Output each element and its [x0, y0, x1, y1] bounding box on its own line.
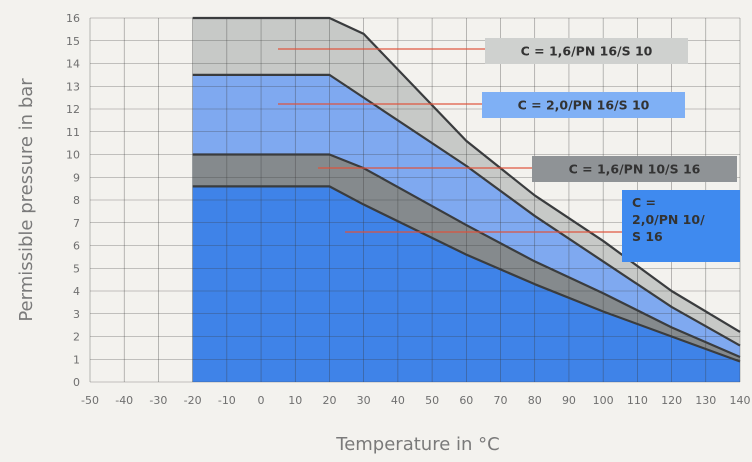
- x-tick-label-6: 0: [258, 394, 265, 407]
- x-tick-label-3: -30: [149, 394, 167, 407]
- x-tick-label-17: 110: [627, 394, 648, 407]
- series-line-2: [192, 73, 741, 347]
- x-tick-label-16: 100: [593, 394, 614, 407]
- x-tick-label-15: 90: [562, 394, 576, 407]
- series-line-3: [192, 153, 741, 358]
- y-tick-label-10: 9: [73, 171, 80, 184]
- legend-label-box-2: [482, 92, 685, 118]
- x-tick-label-12: 60: [459, 394, 473, 407]
- legend-label-box-1: [485, 38, 688, 64]
- y-tick-label-15: 14: [66, 58, 80, 71]
- y-tick-label-11: 10: [66, 149, 80, 162]
- tick-layer: -50 -40 -30 -20 -10 0 10 20 30 40 50 60 70 80 90 100 110…: [66, 12, 751, 407]
- legend-label-text-4-2: 2,0/PN 10/: [632, 212, 705, 227]
- label-layer: C = 1,6/PN 16/S 10 C = 2,0/PN 16/S 10 C = …: [278, 38, 740, 262]
- y-tick-label-6: 5: [73, 262, 80, 275]
- y-tick-label-1: 0: [73, 376, 80, 389]
- x-tick-label-11: 50: [425, 394, 439, 407]
- x-tick-label-7: 10: [288, 394, 302, 407]
- y-tick-label-7: 6: [73, 240, 80, 253]
- legend-label-box-3: [532, 156, 737, 182]
- x-tick-label-2: -40: [115, 394, 133, 407]
- x-tick-label-5: -10: [218, 394, 236, 407]
- y-tick-label-8: 7: [73, 217, 80, 230]
- y-tick-label-3: 2: [73, 331, 80, 344]
- x-tick-label-14: 80: [528, 394, 542, 407]
- legend-label-text-3-1: C = 1,6/PN 10/S 16: [569, 162, 701, 177]
- x-tick-label-13: 70: [494, 394, 508, 407]
- x-tick-label-4: -20: [184, 394, 202, 407]
- x-axis-label: Temperature in °C: [335, 434, 499, 455]
- x-tick-label-19: 130: [695, 394, 716, 407]
- legend-label-box-4: [622, 190, 740, 262]
- x-tick-label-8: 20: [322, 394, 336, 407]
- y-tick-label-17: 16: [66, 12, 80, 25]
- y-tick-label-2: 1: [73, 353, 80, 366]
- y-tick-label-12: 11: [66, 126, 80, 139]
- y-tick-label-16: 15: [66, 35, 80, 48]
- legend-label-text-1-1: C = 1,6/PN 16/S 10: [521, 44, 653, 59]
- x-tick-label-18: 120: [661, 394, 682, 407]
- x-tick-label-20: 140: [730, 394, 751, 407]
- y-tick-label-13: 12: [66, 103, 80, 116]
- legend-label-text-4-1: C =: [632, 195, 656, 210]
- x-tick-label-9: 30: [357, 394, 371, 407]
- legend-label-text-4-3: S 16: [632, 229, 663, 244]
- y-tick-label-14: 13: [66, 80, 80, 93]
- y-tick-label-5: 4: [73, 285, 80, 298]
- series-line-4: [192, 185, 741, 363]
- legend-label-text-2-1: C = 2,0/PN 16/S 10: [518, 98, 650, 113]
- x-tick-label-1: -50: [81, 394, 99, 407]
- y-tick-label-9: 8: [73, 194, 80, 207]
- x-tick-label-10: 40: [391, 394, 405, 407]
- y-axis-label: Permissible pressure in bar: [16, 78, 37, 322]
- y-tick-label-4: 3: [73, 308, 80, 321]
